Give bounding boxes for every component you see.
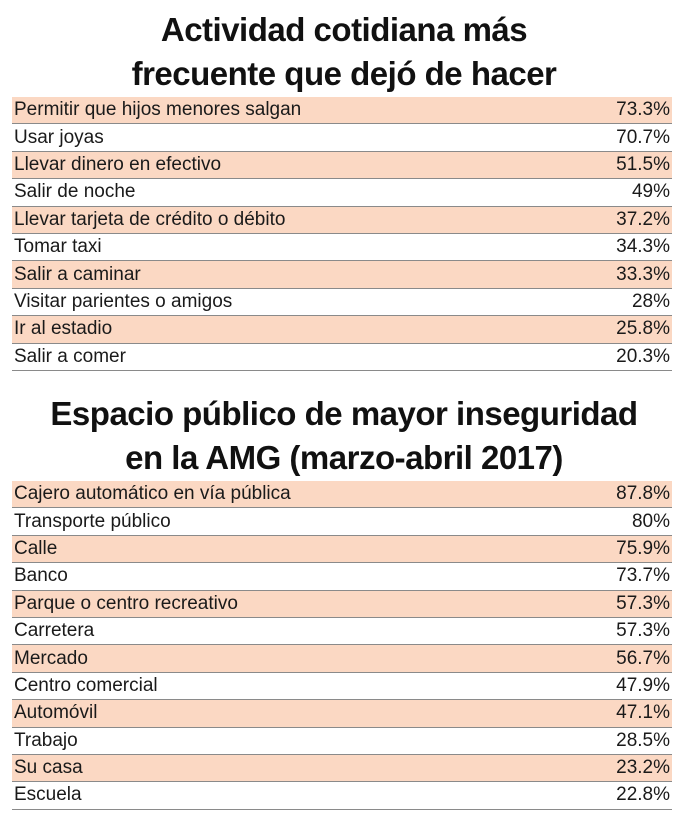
row-label: Llevar tarjeta de crédito o débito — [14, 208, 286, 230]
row-value: 57.3% — [616, 592, 670, 614]
table-row: Tomar taxi 34.3% — [12, 234, 672, 262]
table-row: Visitar parientes o amigos 28% — [12, 289, 672, 317]
row-label: Salir a caminar — [14, 263, 141, 285]
row-label: Transporte público — [14, 510, 171, 532]
row-label: Trabajo — [14, 729, 78, 751]
chart-title-line: en la AMG (marzo-abril 2017) — [125, 439, 563, 476]
table-row: Llevar dinero en efectivo 51.5% — [12, 151, 672, 180]
row-value: 23.2% — [616, 757, 670, 779]
row-label: Llevar dinero en efectivo — [14, 153, 222, 175]
row-label: Visitar parientes o amigos — [14, 290, 233, 312]
activity-table: Permitir que hijos menores salgan 73.3% Us… — [12, 97, 672, 371]
row-value: 33.3% — [616, 263, 670, 285]
row-label: Parque o centro recreativo — [14, 592, 238, 614]
row-label: Tomar taxi — [14, 236, 102, 258]
row-value: 37.2% — [616, 208, 670, 230]
table-row: Escuela 22.8% — [12, 782, 672, 810]
row-label: Banco — [14, 565, 68, 587]
row-value: 47.1% — [616, 702, 670, 724]
row-value: 47.9% — [616, 674, 670, 696]
row-label: Su casa — [14, 757, 83, 779]
public-space-table: Cajero automático en vía pública 87.8% Tra… — [12, 481, 672, 810]
row-label: Salir a comer — [14, 345, 126, 367]
row-label: Carretera — [14, 620, 95, 642]
row-label: Permitir que hijos menores salgan — [14, 99, 302, 121]
row-value: 51.5% — [616, 153, 670, 175]
table-row: Permitir que hijos menores salgan 73.3% — [12, 97, 672, 125]
table-row: Mercado 56.7% — [12, 645, 672, 673]
chart-title-line: Actividad cotidiana más — [160, 11, 528, 48]
row-value: 49% — [631, 181, 670, 203]
row-value: 57.3% — [616, 620, 670, 642]
table-row: Transporte público 80% — [12, 508, 672, 536]
table-row: Su casa 23.2% — [12, 754, 672, 783]
row-label: Cajero automático en vía pública — [14, 483, 291, 505]
row-value: 22.8% — [616, 784, 670, 806]
chart-title-actividad: Actividad cotidiana más frecuente que de… — [0, 8, 688, 96]
table-row: Trabajo 28.5% — [12, 728, 672, 755]
row-value: 28% — [631, 290, 670, 312]
chart-title-line: Espacio público de mayor inseguridad — [50, 395, 638, 432]
table-row: Salir a caminar 33.3% — [12, 261, 672, 289]
row-label: Automóvil — [14, 702, 98, 724]
row-label: Calle — [14, 537, 58, 559]
row-label: Usar joyas — [14, 126, 104, 148]
row-value: 73.7% — [616, 565, 670, 587]
chart-title-line: frecuente que dejó de hacer — [131, 55, 557, 92]
row-value: 25.8% — [616, 318, 670, 340]
row-value: 87.8% — [616, 483, 670, 505]
table-row: Llevar tarjeta de crédito o débito 37.2% — [12, 206, 672, 234]
row-value: 20.3% — [616, 345, 670, 367]
row-label: Mercado — [14, 647, 88, 669]
table-row: Centro comercial 47.9% — [12, 673, 672, 701]
row-value: 34.3% — [616, 236, 670, 258]
table-row: Parque o centro recreativo 57.3% — [12, 590, 672, 618]
table-row: Ir al estadio 25.8% — [12, 316, 672, 344]
row-value: 75.9% — [616, 537, 670, 559]
row-value: 28.5% — [616, 729, 670, 751]
row-value: 73.3% — [616, 99, 670, 121]
row-label: Escuela — [14, 784, 82, 806]
row-value: 70.7% — [616, 126, 670, 148]
table-row: Usar joyas 70.7% — [12, 124, 672, 152]
row-label: Centro comercial — [14, 674, 158, 696]
table-row: Carretera 57.3% — [12, 618, 672, 646]
table-row: Salir de noche 49% — [12, 179, 672, 207]
table-row: Calle 75.9% — [12, 535, 672, 564]
table-row: Banco 73.7% — [12, 563, 672, 591]
table-row: Automóvil 47.1% — [12, 700, 672, 728]
table-row: Cajero automático en vía pública 87.8% — [12, 481, 672, 509]
row-value: 56.7% — [616, 647, 670, 669]
row-label: Ir al estadio — [14, 318, 113, 340]
row-value: 80% — [631, 510, 670, 532]
table-row: Salir a comer 20.3% — [12, 344, 672, 371]
chart-title-espacio: Espacio público de mayor inseguridad en … — [0, 392, 688, 480]
row-label: Salir de noche — [14, 181, 136, 203]
